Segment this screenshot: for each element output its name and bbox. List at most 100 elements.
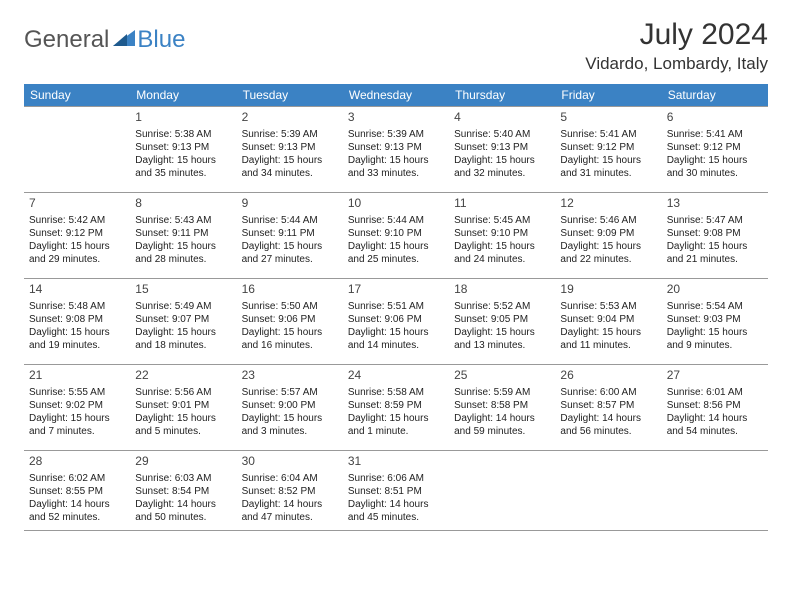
day-number: 5 — [560, 110, 656, 126]
sunset-text: Sunset: 8:54 PM — [135, 485, 231, 498]
sunset-text: Sunset: 9:12 PM — [560, 141, 656, 154]
calendar-page: General Blue July 2024 Vidardo, Lombardy… — [0, 0, 792, 549]
day-number: 19 — [560, 282, 656, 298]
calendar-cell: 4Sunrise: 5:40 AMSunset: 9:13 PMDaylight… — [449, 107, 555, 193]
calendar-cell: 27Sunrise: 6:01 AMSunset: 8:56 PMDayligh… — [662, 365, 768, 451]
calendar-cell: 3Sunrise: 5:39 AMSunset: 9:13 PMDaylight… — [343, 107, 449, 193]
daylight-text: Daylight: 15 hours and 11 minutes. — [560, 326, 656, 352]
daylight-text: Daylight: 15 hours and 30 minutes. — [667, 154, 763, 180]
daylight-text: Daylight: 15 hours and 16 minutes. — [242, 326, 338, 352]
sunset-text: Sunset: 9:01 PM — [135, 399, 231, 412]
sunrise-text: Sunrise: 6:06 AM — [348, 472, 444, 485]
day-number: 14 — [29, 282, 125, 298]
daylight-text: Daylight: 15 hours and 29 minutes. — [29, 240, 125, 266]
logo-text-blue: Blue — [137, 26, 185, 54]
calendar-cell: 25Sunrise: 5:59 AMSunset: 8:58 PMDayligh… — [449, 365, 555, 451]
calendar-row: 28Sunrise: 6:02 AMSunset: 8:55 PMDayligh… — [24, 451, 768, 531]
day-number: 26 — [560, 368, 656, 384]
header: General Blue July 2024 Vidardo, Lombardy… — [24, 18, 768, 74]
sunset-text: Sunset: 9:11 PM — [135, 227, 231, 240]
calendar-cell: 16Sunrise: 5:50 AMSunset: 9:06 PMDayligh… — [237, 279, 343, 365]
calendar-row: 7Sunrise: 5:42 AMSunset: 9:12 PMDaylight… — [24, 193, 768, 279]
calendar-cell: 13Sunrise: 5:47 AMSunset: 9:08 PMDayligh… — [662, 193, 768, 279]
calendar-cell: 12Sunrise: 5:46 AMSunset: 9:09 PMDayligh… — [555, 193, 661, 279]
calendar-header-row: Sunday Monday Tuesday Wednesday Thursday… — [24, 84, 768, 107]
daylight-text: Daylight: 15 hours and 13 minutes. — [454, 326, 550, 352]
calendar-cell: 8 Sunrise: 5:43 AMSunset: 9:11 PMDaylight… — [130, 193, 236, 279]
sunset-text: Sunset: 8:52 PM — [242, 485, 338, 498]
calendar-cell: 7Sunrise: 5:42 AMSunset: 9:12 PMDaylight… — [24, 193, 130, 279]
sunrise-text: Sunrise: 5:46 AM — [560, 214, 656, 227]
sunset-text: Sunset: 9:10 PM — [454, 227, 550, 240]
daylight-text: Daylight: 15 hours and 28 minutes. — [135, 240, 231, 266]
sunrise-text: Sunrise: 5:43 AM — [135, 214, 231, 227]
calendar-cell: 28Sunrise: 6:02 AMSunset: 8:55 PMDayligh… — [24, 451, 130, 531]
daylight-text: Daylight: 15 hours and 32 minutes. — [454, 154, 550, 180]
calendar-cell: 9Sunrise: 5:44 AMSunset: 9:11 PMDaylight… — [237, 193, 343, 279]
calendar-cell: 10Sunrise: 5:44 AMSunset: 9:10 PMDayligh… — [343, 193, 449, 279]
day-number: 9 — [242, 196, 338, 212]
calendar-cell: 20Sunrise: 5:54 AMSunset: 9:03 PMDayligh… — [662, 279, 768, 365]
calendar-cell: 18Sunrise: 5:52 AMSunset: 9:05 PMDayligh… — [449, 279, 555, 365]
day-number: 3 — [348, 110, 444, 126]
sunrise-text: Sunrise: 5:47 AM — [667, 214, 763, 227]
calendar-cell: 15Sunrise: 5:49 AMSunset: 9:07 PMDayligh… — [130, 279, 236, 365]
calendar-cell — [662, 451, 768, 531]
dayname-wednesday: Wednesday — [343, 84, 449, 107]
dayname-tuesday: Tuesday — [237, 84, 343, 107]
daylight-text: Daylight: 15 hours and 5 minutes. — [135, 412, 231, 438]
calendar-cell: 30Sunrise: 6:04 AMSunset: 8:52 PMDayligh… — [237, 451, 343, 531]
sunset-text: Sunset: 9:07 PM — [135, 313, 231, 326]
sunrise-text: Sunrise: 6:02 AM — [29, 472, 125, 485]
daylight-text: Daylight: 15 hours and 24 minutes. — [454, 240, 550, 266]
dayname-thursday: Thursday — [449, 84, 555, 107]
calendar-cell — [449, 451, 555, 531]
sunset-text: Sunset: 9:11 PM — [242, 227, 338, 240]
location: Vidardo, Lombardy, Italy — [585, 54, 768, 74]
sunrise-text: Sunrise: 5:58 AM — [348, 386, 444, 399]
day-number: 25 — [454, 368, 550, 384]
day-number: 16 — [242, 282, 338, 298]
calendar-cell: 2Sunrise: 5:39 AMSunset: 9:13 PMDaylight… — [237, 107, 343, 193]
daylight-text: Daylight: 15 hours and 27 minutes. — [242, 240, 338, 266]
sunset-text: Sunset: 8:55 PM — [29, 485, 125, 498]
sunrise-text: Sunrise: 5:59 AM — [454, 386, 550, 399]
sunrise-text: Sunrise: 6:03 AM — [135, 472, 231, 485]
calendar-cell: 1Sunrise: 5:38 AMSunset: 9:13 PMDaylight… — [130, 107, 236, 193]
day-number: 4 — [454, 110, 550, 126]
sunrise-text: Sunrise: 5:55 AM — [29, 386, 125, 399]
daylight-text: Daylight: 14 hours and 45 minutes. — [348, 498, 444, 524]
calendar-cell — [555, 451, 661, 531]
calendar-cell: 19Sunrise: 5:53 AMSunset: 9:04 PMDayligh… — [555, 279, 661, 365]
day-number: 18 — [454, 282, 550, 298]
sunrise-text: Sunrise: 5:42 AM — [29, 214, 125, 227]
daylight-text: Daylight: 14 hours and 59 minutes. — [454, 412, 550, 438]
logo: General Blue — [24, 18, 185, 54]
sunset-text: Sunset: 9:13 PM — [348, 141, 444, 154]
sunrise-text: Sunrise: 6:04 AM — [242, 472, 338, 485]
calendar-cell: 21Sunrise: 5:55 AMSunset: 9:02 PMDayligh… — [24, 365, 130, 451]
day-number: 8 — [135, 196, 231, 212]
sunset-text: Sunset: 9:13 PM — [454, 141, 550, 154]
calendar-cell: 5Sunrise: 5:41 AMSunset: 9:12 PMDaylight… — [555, 107, 661, 193]
sunset-text: Sunset: 9:10 PM — [348, 227, 444, 240]
sunrise-text: Sunrise: 6:00 AM — [560, 386, 656, 399]
day-number: 11 — [454, 196, 550, 212]
sunrise-text: Sunrise: 5:48 AM — [29, 300, 125, 313]
day-number: 12 — [560, 196, 656, 212]
sunrise-text: Sunrise: 5:41 AM — [667, 128, 763, 141]
daylight-text: Daylight: 15 hours and 14 minutes. — [348, 326, 444, 352]
dayname-saturday: Saturday — [662, 84, 768, 107]
sunset-text: Sunset: 9:05 PM — [454, 313, 550, 326]
sunset-text: Sunset: 9:13 PM — [135, 141, 231, 154]
sunrise-text: Sunrise: 5:57 AM — [242, 386, 338, 399]
day-number: 23 — [242, 368, 338, 384]
daylight-text: Daylight: 15 hours and 22 minutes. — [560, 240, 656, 266]
calendar-cell: 11Sunrise: 5:45 AMSunset: 9:10 PMDayligh… — [449, 193, 555, 279]
month-title: July 2024 — [585, 18, 768, 52]
daylight-text: Daylight: 14 hours and 52 minutes. — [29, 498, 125, 524]
day-number: 6 — [667, 110, 763, 126]
calendar-cell: 22Sunrise: 5:56 AMSunset: 9:01 PMDayligh… — [130, 365, 236, 451]
sunset-text: Sunset: 9:06 PM — [348, 313, 444, 326]
day-number: 21 — [29, 368, 125, 384]
